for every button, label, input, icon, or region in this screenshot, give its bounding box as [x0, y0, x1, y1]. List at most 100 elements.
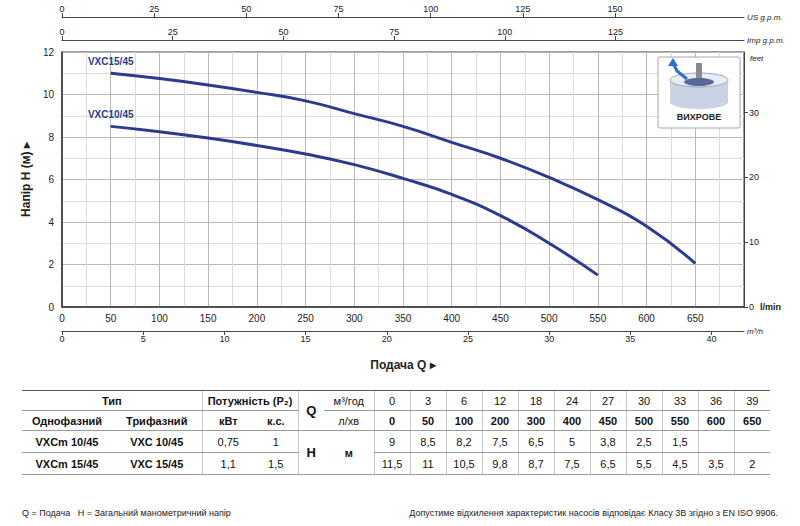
svg-text:100: 100	[423, 4, 438, 14]
svg-text:50: 50	[241, 4, 251, 14]
svg-text:40: 40	[707, 334, 717, 344]
svg-text:4: 4	[48, 217, 54, 228]
html-text:1,1: 1,1	[220, 457, 236, 470]
svg-text:650: 650	[687, 313, 704, 324]
svg-text:8: 8	[48, 132, 54, 143]
svg-text:250: 250	[297, 313, 314, 324]
html-text:33: 33	[673, 394, 687, 407]
html-text:9,8: 9,8	[492, 457, 508, 470]
svg-text:m³/h: m³/h	[747, 327, 764, 336]
html-text:200: 200	[490, 414, 510, 427]
svg-text:30: 30	[749, 108, 759, 118]
svg-text:25: 25	[463, 334, 473, 344]
svg-text:75: 75	[389, 27, 399, 37]
svg-text:VXC10/45: VXC10/45	[88, 109, 134, 120]
svg-text:10: 10	[219, 334, 229, 344]
html-text:7,5: 7,5	[492, 435, 508, 448]
svg-text:200: 200	[249, 313, 266, 324]
svg-text:10: 10	[43, 89, 55, 100]
svg-text:50: 50	[278, 27, 288, 37]
svg-text:550: 550	[590, 313, 607, 324]
html-text:Трифазний: Трифазний	[126, 414, 188, 427]
svg-text:Напір H (м) ▸: Напір H (м) ▸	[19, 141, 33, 217]
svg-text:350: 350	[395, 313, 412, 324]
html-text:6,5: 6,5	[528, 435, 544, 448]
html-text:3,8: 3,8	[600, 435, 616, 448]
html-text:8,5: 8,5	[420, 435, 436, 448]
svg-text:25: 25	[168, 27, 178, 37]
html-text:VXCm 15/45: VXCm 15/45	[35, 457, 99, 470]
svg-text:450: 450	[492, 313, 509, 324]
html-text:VXCm 10/45: VXCm 10/45	[35, 435, 99, 448]
html-text:18: 18	[529, 394, 543, 407]
html-text:39: 39	[746, 394, 759, 407]
html-text:VXC 10/45: VXC 10/45	[130, 435, 184, 448]
html-text:30: 30	[637, 394, 651, 407]
html-text:л/хв: л/хв	[338, 414, 360, 427]
svg-text:125: 125	[515, 4, 530, 14]
svg-text:300: 300	[346, 313, 363, 324]
html-text:к.с.: к.с.	[266, 414, 285, 427]
svg-text:10: 10	[749, 237, 759, 247]
svg-text:500: 500	[541, 313, 558, 324]
html-text:Тип: Тип	[101, 394, 122, 407]
svg-text:20: 20	[749, 172, 759, 182]
html-text:кВт: кВт	[218, 414, 238, 427]
svg-text:100: 100	[497, 27, 512, 37]
svg-text:150: 150	[607, 4, 622, 14]
svg-text:6: 6	[48, 174, 54, 185]
svg-text:35: 35	[625, 334, 635, 344]
svg-text:25: 25	[149, 4, 159, 14]
html-text:2,5: 2,5	[636, 435, 652, 448]
svg-text:l/min: l/min	[760, 302, 781, 312]
html-text:1,5: 1,5	[672, 435, 688, 448]
svg-text:5: 5	[141, 334, 146, 344]
svg-text:0: 0	[59, 334, 64, 344]
html-text:27: 27	[601, 394, 615, 407]
svg-text:0: 0	[59, 313, 65, 324]
html-text:24: 24	[565, 394, 579, 407]
html-text:400: 400	[562, 414, 582, 427]
svg-text:2: 2	[48, 259, 54, 270]
svg-text:0: 0	[59, 4, 64, 14]
svg-text:30: 30	[544, 334, 554, 344]
html-text:36: 36	[709, 394, 723, 407]
svg-text:0: 0	[59, 27, 64, 37]
svg-text:0: 0	[48, 302, 54, 313]
svg-text:600: 600	[638, 313, 655, 324]
svg-text:ВИХРОВЕ: ВИХРОВЕ	[677, 112, 721, 122]
svg-text:50: 50	[105, 313, 117, 324]
svg-text:125: 125	[608, 27, 623, 37]
svg-text:150: 150	[200, 313, 217, 324]
svg-text:US g.p.m.: US g.p.m.	[747, 13, 783, 22]
svg-text:12: 12	[43, 47, 55, 58]
html-text:11,5: 11,5	[381, 457, 403, 470]
svg-text:Подача Q ▸: Подача Q ▸	[370, 358, 436, 372]
svg-text:100: 100	[151, 313, 168, 324]
html-text:650: 650	[743, 414, 762, 427]
svg-text:400: 400	[443, 313, 460, 324]
html-text:450: 450	[598, 414, 618, 427]
svg-text:VXC15/45: VXC15/45	[88, 56, 134, 67]
html-text:0,75: 0,75	[217, 435, 239, 448]
html-text:8,2: 8,2	[456, 435, 472, 448]
html-text:Однофазний: Однофазний	[31, 414, 103, 427]
svg-text:75: 75	[333, 4, 343, 14]
html-text:м³/год: м³/год	[333, 394, 364, 407]
svg-text:15: 15	[301, 334, 311, 344]
html-text:12: 12	[493, 394, 507, 407]
html-text:100: 100	[454, 414, 474, 427]
html-text:300: 300	[526, 414, 546, 427]
html-text:VXC 15/45: VXC 15/45	[130, 457, 184, 470]
svg-text:Imp g.p.m.: Imp g.p.m.	[747, 36, 785, 45]
html-text:500: 500	[634, 414, 654, 427]
svg-text:feet: feet	[750, 54, 764, 63]
html-text:1,5: 1,5	[268, 457, 284, 470]
html-text:600: 600	[706, 414, 726, 427]
svg-text:0: 0	[749, 302, 754, 312]
html-text:Потужність (P₂): Потужність (P₂)	[207, 394, 293, 407]
svg-text:20: 20	[382, 334, 392, 344]
html-text:50: 50	[421, 414, 435, 427]
html-text:10,5: 10,5	[453, 457, 475, 470]
html-text:550: 550	[670, 414, 690, 427]
